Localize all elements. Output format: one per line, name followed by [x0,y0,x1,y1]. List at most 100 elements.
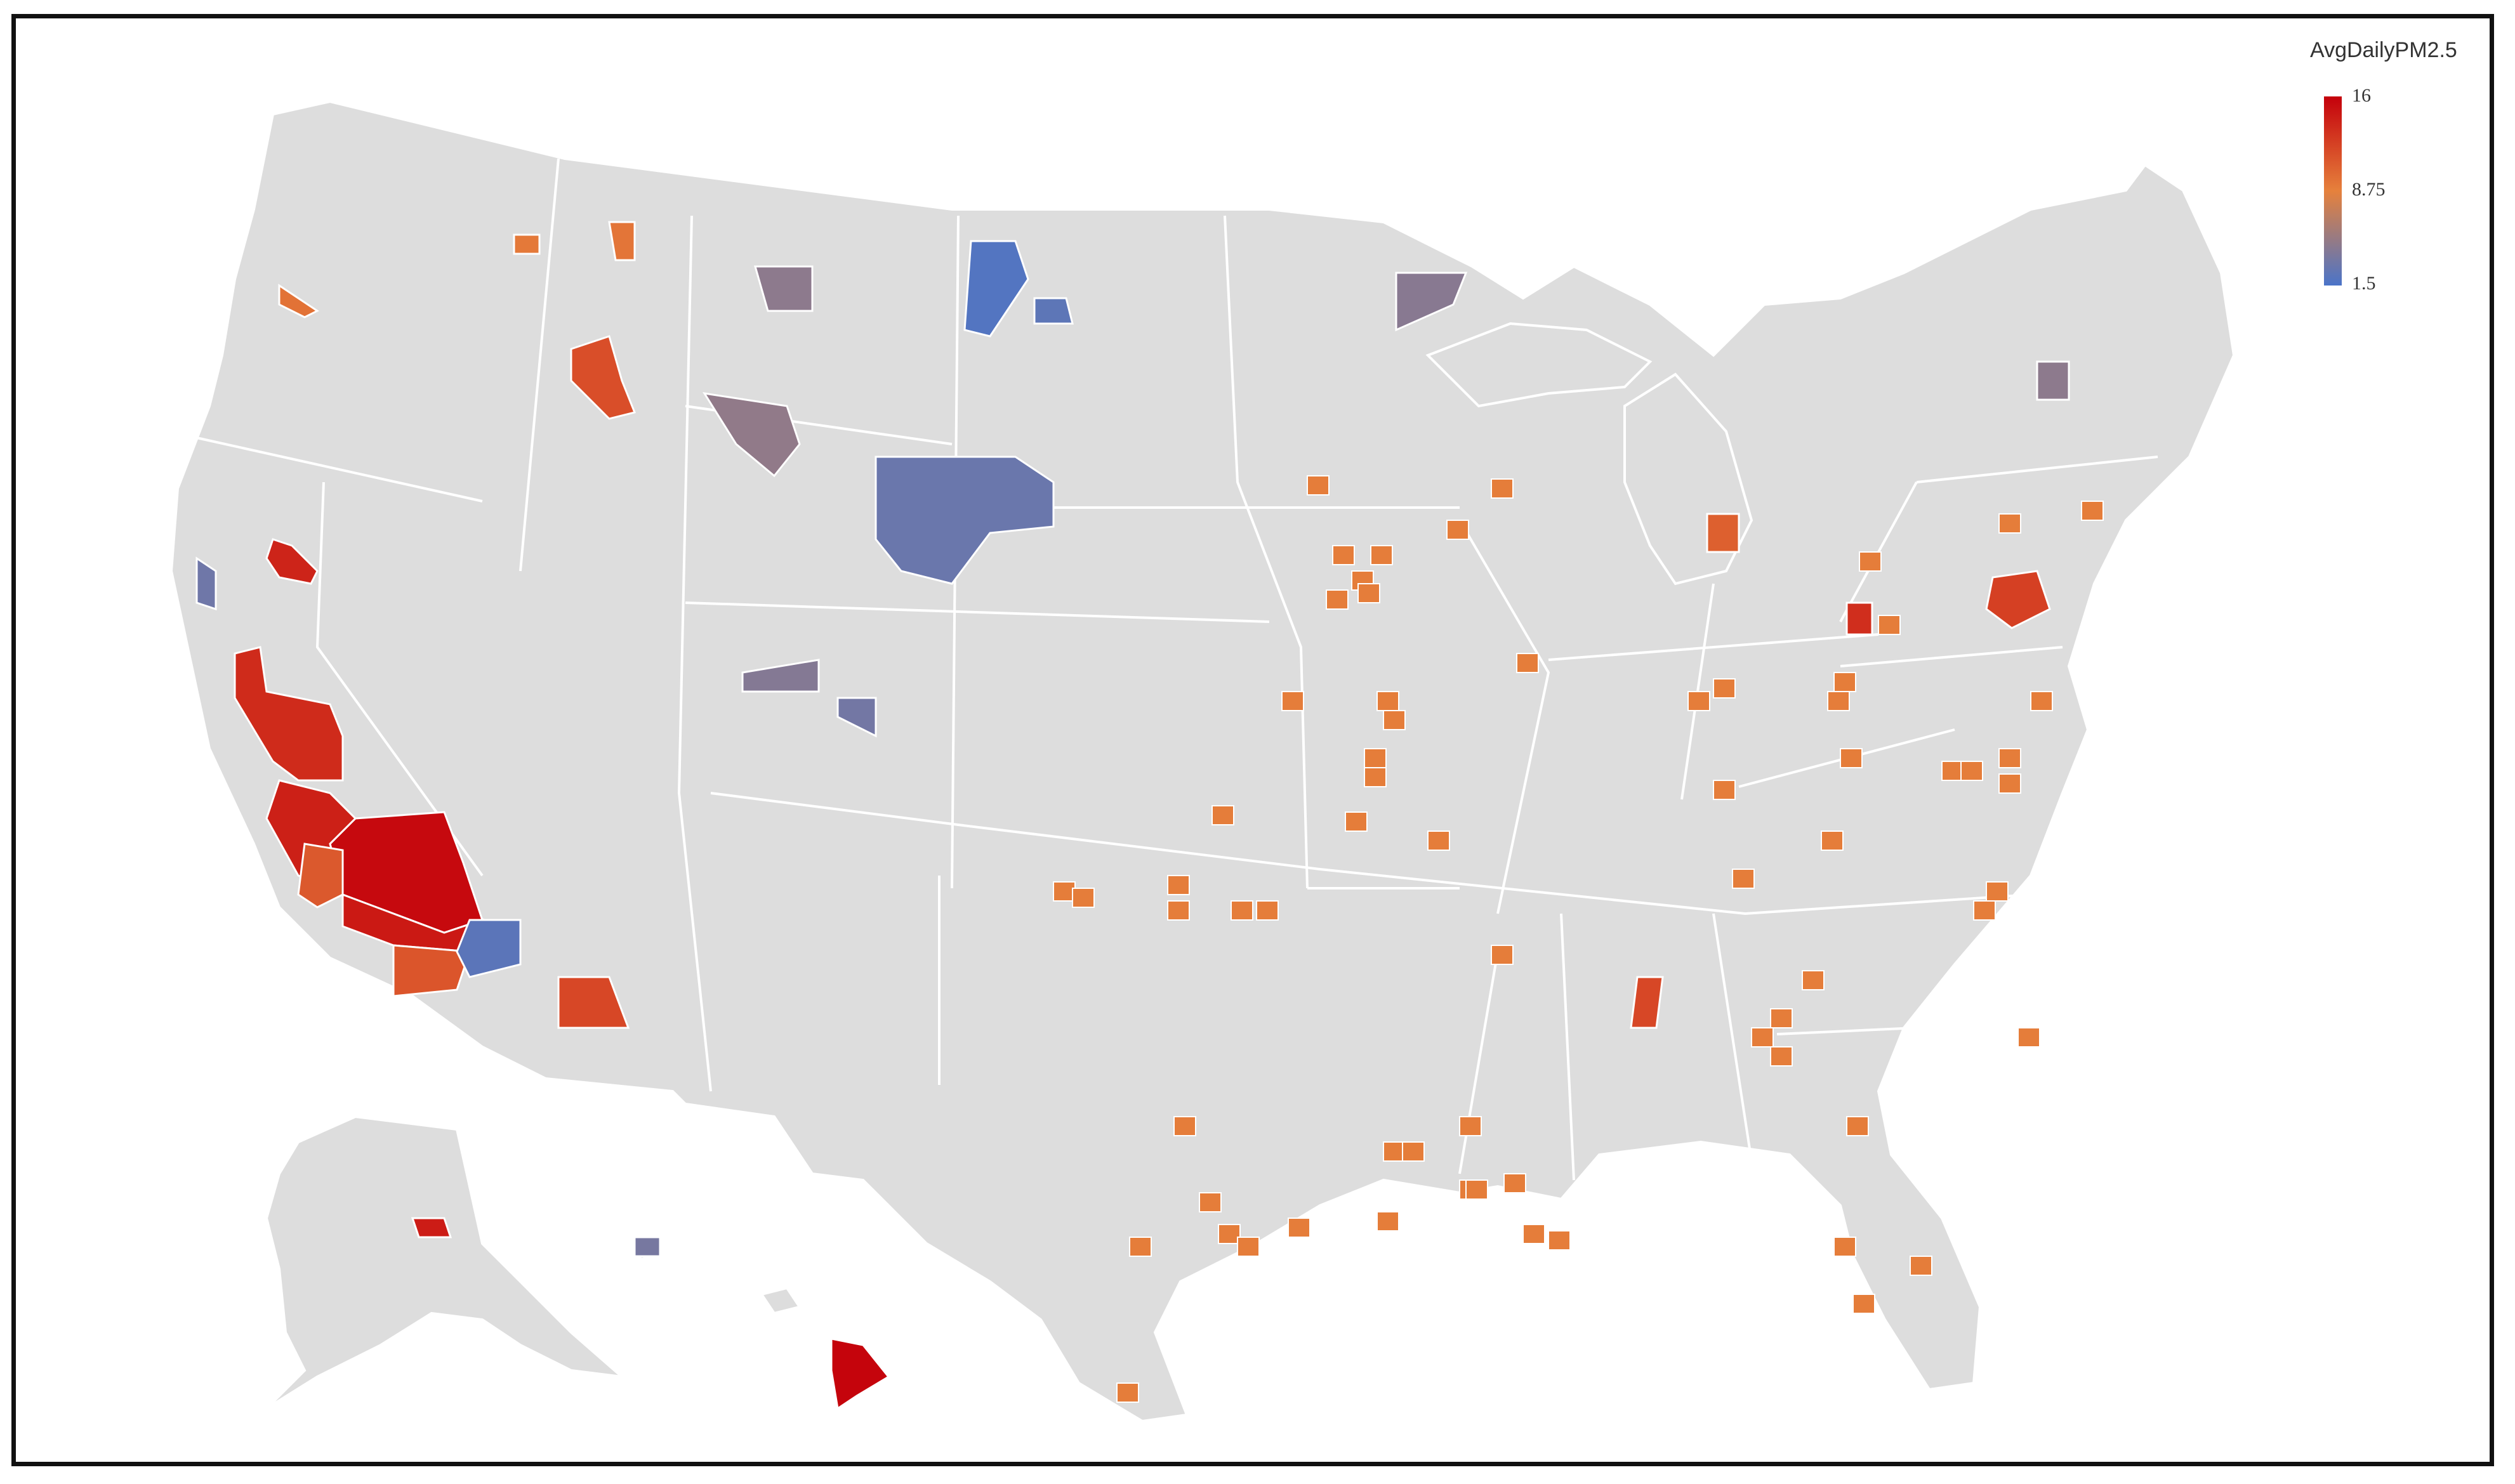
county-scattered-64 [1072,888,1095,908]
county-id-southwest [570,335,637,420]
county-id-north-a [513,233,541,255]
county-scattered-49 [1402,1141,1425,1162]
county-scattered-35 [1732,869,1755,889]
legend-mid-label: 8.75 [2352,179,2386,200]
county-scattered-12 [1364,748,1387,768]
county-nd-east [1033,297,1074,325]
county-scattered-63 [1053,881,1076,902]
county-scattered-8 [1516,653,1539,673]
county-scattered-7 [1357,583,1380,603]
county-scattered-22 [1713,780,1736,800]
county-scattered-19 [1491,945,1514,965]
county-pa-cluster [1985,570,2051,629]
county-scattered-37 [1986,881,2009,902]
county-scattered-36 [1821,831,1844,851]
legend-color-bar [2324,96,2342,286]
color-legend: AvgDailyPM2.5 16 8.75 1.5 [2297,38,2488,305]
county-scattered-66 [1770,1008,1793,1028]
county-scattered-14 [1345,811,1368,832]
hawaii-maui [759,1286,802,1315]
legend-title: AvgDailyPM2.5 [2310,38,2457,62]
county-mt-central [754,265,814,312]
county-scattered-40 [1770,1046,1793,1067]
county-scattered-51 [1503,1173,1526,1193]
county-scattered-16 [1211,805,1234,825]
county-scattered-38 [1973,900,1996,921]
county-scattered-18 [1167,900,1190,921]
county-scattered-26 [1878,615,1901,635]
county-nv-northwest [265,538,319,585]
legend-min-label: 1.5 [2352,273,2376,294]
county-scattered-67 [2017,1027,2040,1047]
county-al-north [1630,976,1664,1029]
county-scattered-17 [1167,875,1190,895]
county-scattered-44 [1199,1192,1222,1212]
county-scattered-24 [1833,672,1856,692]
county-scattered-29 [2030,691,2053,711]
county-nd-west [963,240,1029,338]
county-scattered-43 [1173,1116,1196,1136]
county-scattered-59 [1231,900,1253,921]
county-scattered-47 [1116,1382,1139,1403]
county-ca-coast-south [297,843,344,909]
county-scattered-28 [1998,513,2021,534]
county-scattered-0 [1307,475,1330,496]
county-scattered-39 [1751,1027,1774,1047]
county-scattered-20 [1687,691,1710,711]
county-wy-east-cluster [875,456,1055,585]
conus-landmass [169,100,2236,1423]
county-ak-interior [411,1217,452,1238]
county-scattered-46 [1129,1237,1152,1257]
county-mn-northeast [1395,272,1468,332]
county-co-northwest [836,697,877,738]
county-scattered-52 [1522,1224,1545,1244]
county-scattered-45 [1218,1224,1241,1244]
county-scattered-53 [1548,1230,1571,1251]
county-scattered-55 [1910,1256,1932,1276]
county-scattered-13 [1364,767,1387,787]
county-scattered-60 [1256,900,1279,921]
county-scattered-31 [1840,748,1863,768]
county-scattered-56 [1852,1294,1875,1314]
county-scattered-15 [1427,831,1450,851]
county-scattered-21 [1713,678,1736,699]
county-scattered-58 [1465,1179,1488,1200]
county-wa-east [278,284,319,318]
county-id-north-b [608,221,636,261]
county-scattered-33 [1960,761,1983,781]
county-scattered-23 [1827,691,1850,711]
county-hi-oahu [633,1236,661,1257]
county-scattered-34 [1998,773,2021,794]
county-scattered-48 [1383,1141,1406,1162]
county-scattered-25 [1859,551,1882,572]
county-ca-north [234,646,344,782]
county-scattered-10 [1376,691,1399,711]
county-hi-big-island [830,1337,890,1410]
county-scattered-57 [1376,1211,1399,1231]
county-scattered-61 [1288,1218,1310,1238]
county-scattered-30 [1998,748,2021,768]
county-ny-north [2036,360,2070,401]
county-scattered-6 [1326,589,1349,610]
county-scattered-3 [1332,545,1355,565]
county-ca-west [195,556,217,611]
county-az-west [456,919,522,978]
county-scattered-54 [1833,1237,1856,1257]
county-scattered-62 [1237,1237,1260,1257]
county-scattered-41 [1846,1116,1869,1136]
county-scattered-1 [1491,478,1514,499]
county-scattered-11 [1383,710,1406,730]
county-scattered-2 [1446,520,1469,540]
county-scattered-27 [2081,501,2104,521]
county-scattered-42 [1459,1116,1482,1136]
county-scattered-65 [1802,970,1825,990]
county-scattered-32 [1941,761,1964,781]
county-scattered-5 [1370,545,1393,565]
county-scattered-9 [1281,691,1304,711]
michigan-upper-peninsula [1425,322,1653,408]
alaska-landmass [265,1115,626,1410]
county-oh-east [1845,601,1873,636]
county-wy-west [702,392,801,478]
legend-max-label: 16 [2352,85,2371,106]
